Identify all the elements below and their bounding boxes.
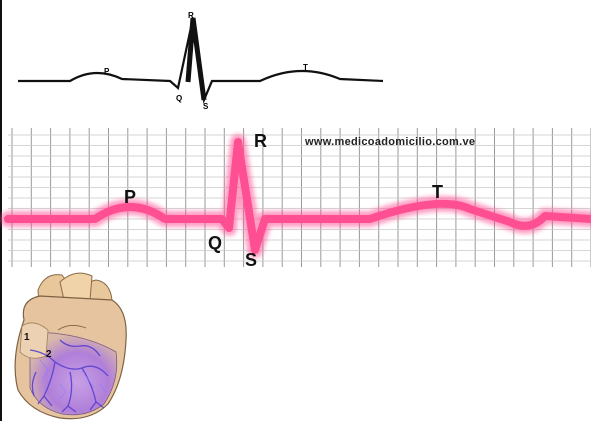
strip-label-t: T bbox=[432, 182, 443, 202]
ecg-trace bbox=[4, 138, 591, 254]
strip-label-p: P bbox=[124, 187, 136, 207]
schematic-waveform: P Q R S T bbox=[18, 11, 384, 111]
schematic-label-q: Q bbox=[176, 94, 182, 103]
schematic-label-r: R bbox=[188, 11, 194, 20]
website-watermark: www.medicoadomicilio.com.ve bbox=[304, 136, 475, 148]
left-border-line bbox=[0, 0, 2, 421]
strip-label-q: Q bbox=[208, 233, 222, 253]
ecg-strip: www.medicoadomicilio.com.ve P Q R S T bbox=[0, 125, 591, 270]
strip-label-s: S bbox=[245, 250, 257, 270]
schematic-label-s: S bbox=[203, 102, 209, 111]
heart-marker-1: 1 bbox=[24, 332, 30, 343]
strip-label-r: R bbox=[254, 131, 267, 151]
heart-conduction-illustration: 1 2 bbox=[14, 272, 127, 420]
heart-marker-2: 2 bbox=[46, 349, 52, 360]
schematic-label-p: P bbox=[104, 67, 110, 76]
schematic-label-t: T bbox=[303, 63, 308, 72]
